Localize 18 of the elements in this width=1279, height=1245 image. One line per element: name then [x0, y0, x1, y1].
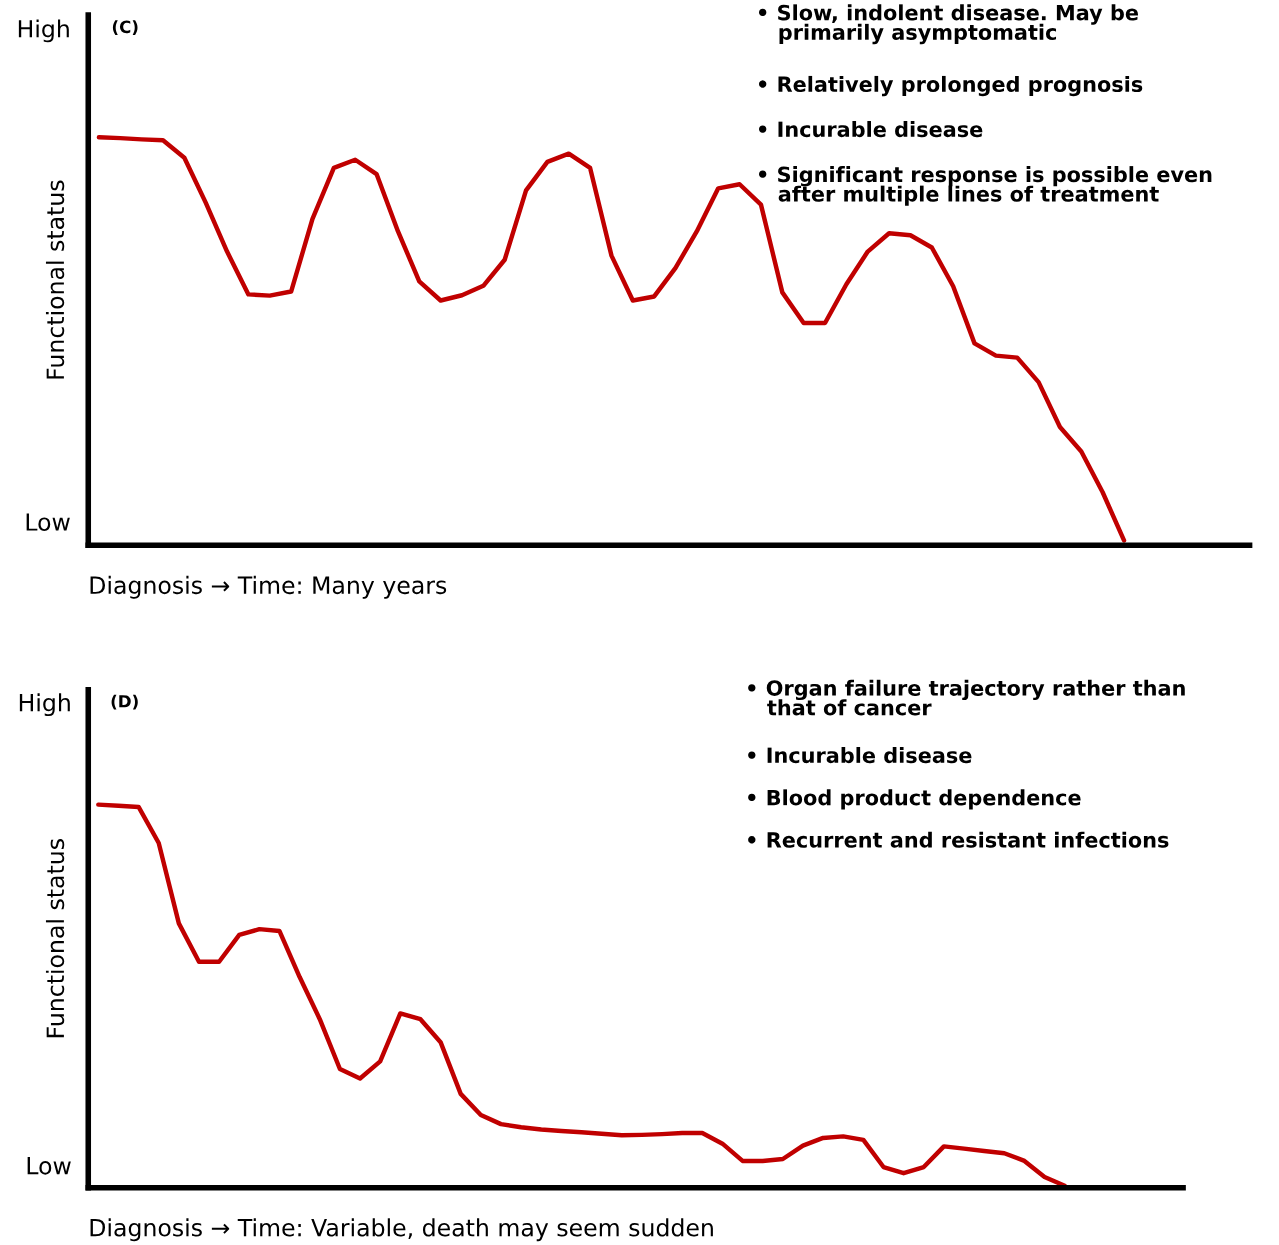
x-axis-title: Diagnosis → Time: Many years	[90, 575, 447, 599]
text: • Slow, indolent disease. May be primarily asymptomatic	[759, 4, 1138, 45]
text: • Incurable disease	[759, 121, 983, 138]
text: Low	[27, 1157, 71, 1175]
text: Low	[26, 513, 70, 531]
text: • Relatively prolonged prognosis	[759, 75, 1143, 97]
chart-title: (D)	[111, 694, 138, 710]
y-axis-title: Functional status	[45, 180, 65, 379]
annotation: • Blood product dependence	[748, 789, 1081, 810]
annotation: • Recurrent and resistant infections	[748, 831, 1169, 848]
chart-title: (C)	[112, 20, 138, 36]
text: High	[18, 19, 69, 43]
text: High	[19, 693, 70, 717]
x-axis-title: Diagnosis → Time: Variable, death may seem sudden	[90, 1218, 713, 1242]
text: • Incurable disease	[748, 747, 972, 764]
y-axis-title: Functional status	[45, 839, 65, 1038]
annotation: • Significant response is possible even after multiple lines of treatment	[759, 166, 1212, 206]
text: • Organ failure trajectory rather than that of cancer	[748, 679, 1185, 716]
